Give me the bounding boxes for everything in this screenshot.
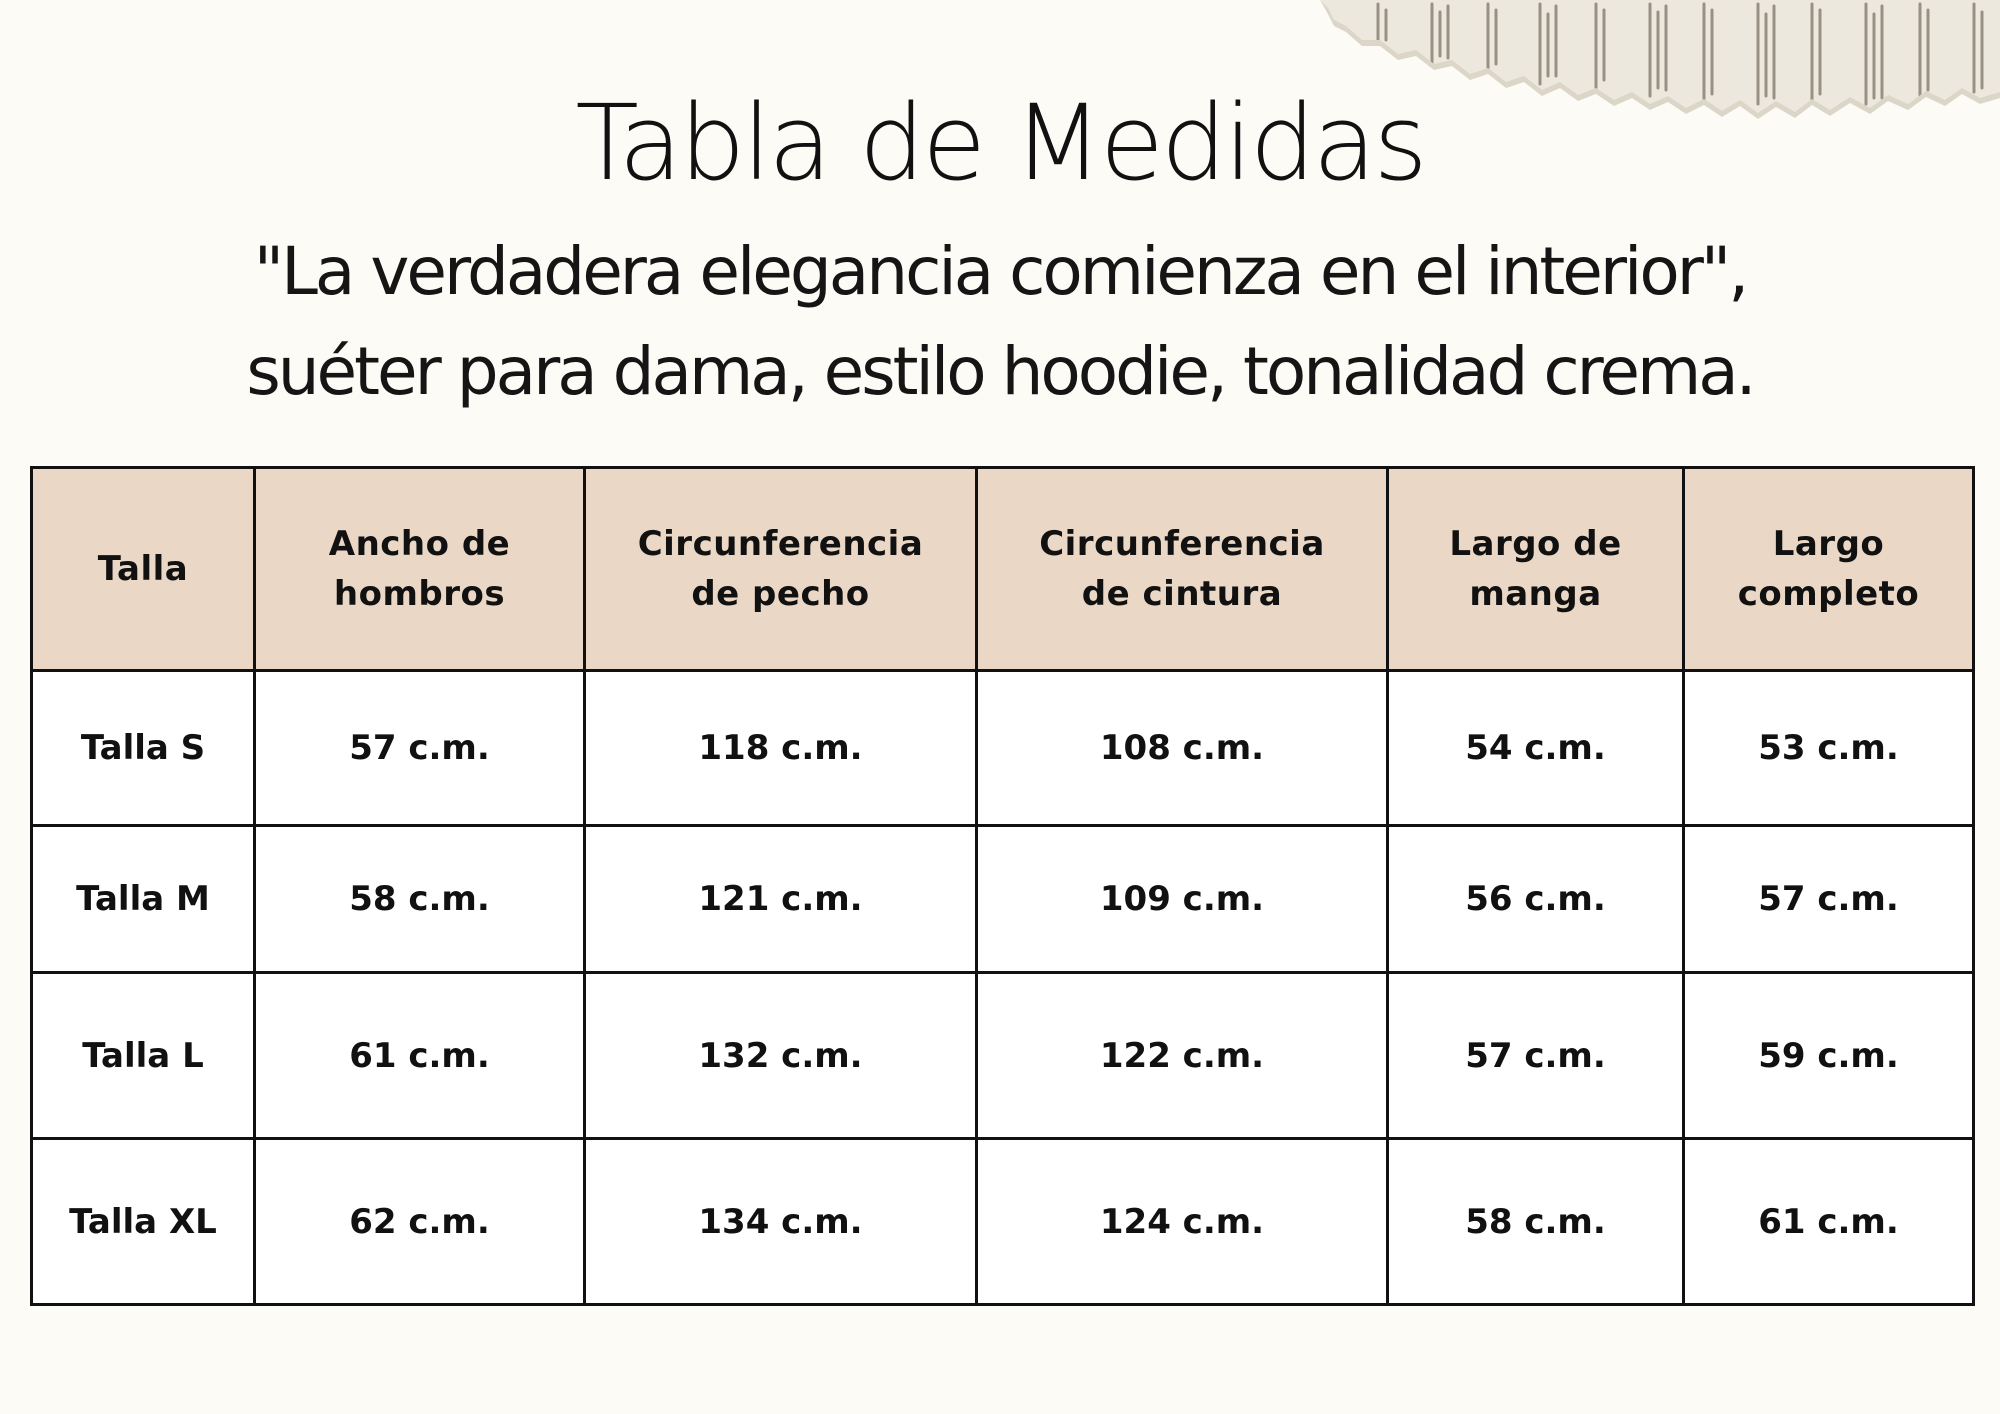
header-circunferencia-de-cintura: Circunferencia de cintura	[975, 466, 1389, 672]
torn-newspaper-scrap-icon	[1320, 0, 2000, 119]
cell-circunferencia-de-pecho: 134 c.m.	[583, 1137, 978, 1306]
header-talla: Talla	[30, 466, 256, 672]
cell-largo-completo: 59 c.m.	[1682, 971, 1975, 1140]
cell-ancho-de-hombros: 62 c.m.	[253, 1137, 586, 1306]
cell-talla: Talla S	[30, 669, 256, 827]
cell-talla: Talla M	[30, 824, 256, 974]
size-table: Talla Ancho de hombros Circunferencia de…	[30, 466, 1975, 1306]
cell-largo-de-manga: 57 c.m.	[1386, 971, 1685, 1140]
cell-talla: Talla XL	[30, 1137, 256, 1306]
cell-largo-completo: 61 c.m.	[1682, 1137, 1975, 1306]
header-largo-completo: Largo completo	[1682, 466, 1975, 672]
header-circunferencia-de-pecho: Circunferencia de pecho	[583, 466, 978, 672]
description-line-2: suéter para dama, estilo hoodie, tonalid…	[246, 333, 1756, 410]
cell-circunferencia-de-cintura: 108 c.m.	[975, 669, 1389, 827]
product-description: "La verdadera elegancia comienza en el i…	[0, 222, 2000, 422]
table-row-talla-l: Talla L 61 c.m. 132 c.m. 122 c.m. 57 c.m…	[30, 971, 1975, 1140]
table-row-talla-m: Talla M 58 c.m. 121 c.m. 109 c.m. 56 c.m…	[30, 824, 1975, 974]
cell-ancho-de-hombros: 58 c.m.	[253, 824, 586, 974]
cell-largo-de-manga: 54 c.m.	[1386, 669, 1685, 827]
table-header-row: Talla Ancho de hombros Circunferencia de…	[30, 466, 1975, 672]
cell-circunferencia-de-pecho: 121 c.m.	[583, 824, 978, 974]
table-row-talla-s: Talla S 57 c.m. 118 c.m. 108 c.m. 54 c.m…	[30, 669, 1975, 827]
cell-circunferencia-de-pecho: 118 c.m.	[583, 669, 978, 827]
cell-ancho-de-hombros: 57 c.m.	[253, 669, 586, 827]
table-row-talla-xl: Talla XL 62 c.m. 134 c.m. 124 c.m. 58 c.…	[30, 1137, 1975, 1306]
header-ancho-de-hombros: Ancho de hombros	[253, 466, 586, 672]
cell-talla: Talla L	[30, 971, 256, 1140]
description-line-1: "La verdadera elegancia comienza en el i…	[253, 233, 1749, 310]
header-largo-de-manga: Largo de manga	[1386, 466, 1685, 672]
cell-circunferencia-de-pecho: 132 c.m.	[583, 971, 978, 1140]
cell-largo-de-manga: 56 c.m.	[1386, 824, 1685, 974]
cell-largo-completo: 57 c.m.	[1682, 824, 1975, 974]
cell-circunferencia-de-cintura: 124 c.m.	[975, 1137, 1389, 1306]
cell-circunferencia-de-cintura: 122 c.m.	[975, 971, 1389, 1140]
cell-largo-de-manga: 58 c.m.	[1386, 1137, 1685, 1306]
cell-largo-completo: 53 c.m.	[1682, 669, 1975, 827]
cell-ancho-de-hombros: 61 c.m.	[253, 971, 586, 1140]
cell-circunferencia-de-cintura: 109 c.m.	[975, 824, 1389, 974]
page-title: Tabla de Medidas	[575, 82, 1427, 204]
